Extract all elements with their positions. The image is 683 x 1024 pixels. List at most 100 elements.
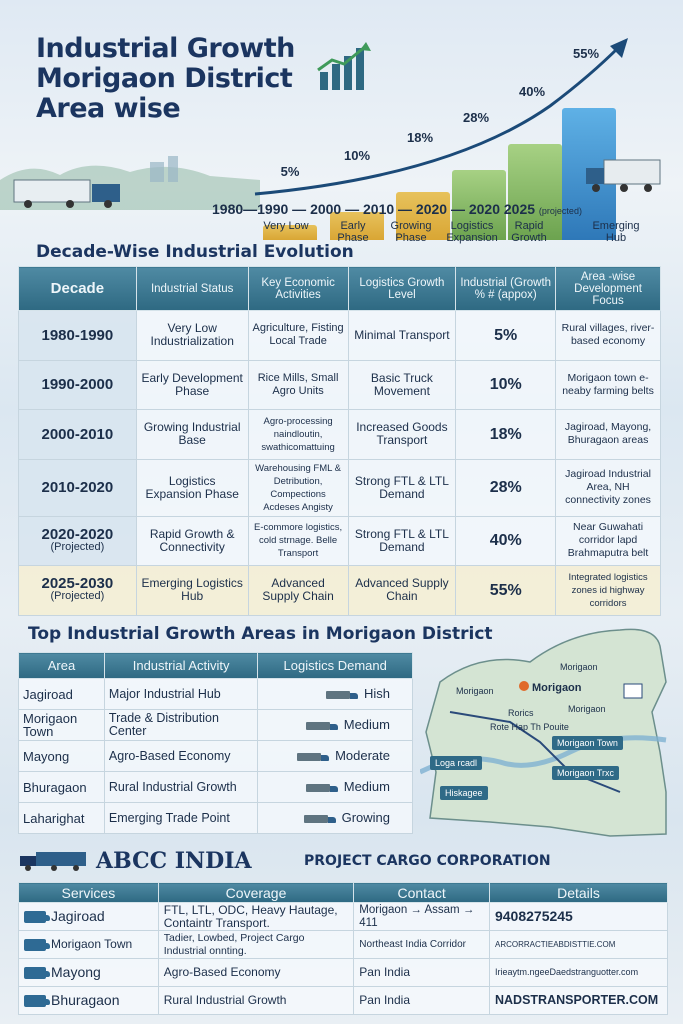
timeline-phase: Early Phase (337, 220, 369, 244)
column-header: Industrial Status (135, 266, 249, 311)
cargo-truck-icon (586, 159, 661, 192)
table-row: 2020-2020 (Projected) Rapid Growth & Conn… (18, 515, 661, 566)
service-cell: Jagiroad (18, 902, 159, 931)
demand-cell: Growing (257, 802, 413, 834)
column-header: Details (488, 882, 669, 903)
details-cell[interactable]: NADSTRANSPORTER.COM (488, 986, 669, 1015)
demand-cell: Medium (257, 709, 413, 741)
area-cell: Mayong (18, 740, 105, 772)
truck-icon (24, 995, 50, 1008)
decade-cell: 2010-2020 (18, 458, 137, 517)
demand-cell: Moderate (257, 740, 413, 772)
demand-cell: Medium (257, 771, 413, 803)
hero-bar (396, 192, 450, 240)
map-label: Rote Hap Th Pouite (490, 722, 569, 732)
area-cell: Jagiroad (18, 678, 105, 710)
growth-cell: 55% (455, 565, 557, 616)
map-tag: Loga rcadl (430, 756, 483, 770)
truck-icon (297, 752, 331, 763)
column-header: Decade (18, 266, 137, 311)
page-title: Industrial Growth Morigaon District Area… (36, 33, 295, 124)
areas-table: Area Industrial Activity Logistics Deman… (18, 652, 413, 834)
hero-bar-label: 5% (280, 164, 300, 179)
service-cell: Mayong (18, 958, 159, 987)
map-tag: Morigaon Town (552, 736, 623, 750)
focus-cell: Morigaon town e-neaby farming belts (555, 359, 661, 410)
brand-truck-icon (20, 852, 86, 871)
logistics-cell: Increased Goods Transport (347, 409, 457, 460)
column-header: Coverage (157, 882, 355, 903)
timeline-phase: Very Low (263, 220, 309, 232)
focus-cell: Jagiroad Industrial Area, NH connectivit… (555, 458, 661, 517)
table-row: 1990-2000 Early Development Phase Rice M… (18, 359, 661, 410)
decade-cell: 2025-2030 (Projected) (18, 565, 137, 616)
details-cell[interactable]: ARCORRACTIEABDISTTIE.COM (488, 930, 669, 959)
status-cell: Logistics Expansion Phase (135, 458, 249, 517)
hero-bar (452, 170, 506, 240)
table-row: 2025-2030 (Projected) Emerging Logistics … (18, 565, 661, 616)
brand-bar: ABCC INDIA PROJECT CARGO CORPORATION (18, 848, 668, 874)
details-cell[interactable]: Irieaytm.ngeeDaedstranguotter.com (488, 958, 669, 987)
activity-cell: Emerging Trade Point (103, 802, 259, 834)
table-header-row: Services Coverage Contact Details (18, 882, 669, 903)
hero-bar-label: 18% (406, 130, 434, 145)
demand-cell: Hish (257, 678, 413, 710)
city-skyline-illustration (0, 156, 260, 210)
decade-table: Decade Industrial Status Key Economic Ac… (18, 266, 661, 616)
activities-cell: Agriculture, Fisting Local Trade (247, 310, 349, 361)
timeline-phase: Rapid Growth (511, 220, 547, 244)
contact-cell: Pan India (353, 958, 490, 987)
map-tag: Hiskagee (440, 786, 488, 800)
logistics-cell: Strong FTL & LTL Demand (347, 515, 457, 566)
growth-cell: 10% (455, 359, 557, 410)
areas-section-title: Top Industrial Growth Areas in Morigaon … (28, 624, 493, 644)
table-row: Jagiroad Major Industrial Hub Hish (18, 678, 413, 710)
focus-cell: Integrated logistics zones id highway co… (555, 565, 661, 616)
table-header-row: Area Industrial Activity Logistics Deman… (18, 652, 413, 679)
column-header: Area -wise Development Focus (555, 266, 661, 311)
column-header: Area (18, 652, 105, 679)
logistics-cell: Minimal Transport (347, 310, 457, 361)
focus-cell: Jagiroad, Mayong, Bhuragaon areas (555, 409, 661, 460)
hero-bar (330, 212, 384, 240)
focus-cell: Near Guwahati corridor lapd Brahmaputra … (555, 515, 661, 566)
table-row: 2010-2020 Logistics Expansion Phase Ware… (18, 458, 661, 517)
map-label: Morigaon (560, 662, 598, 672)
status-cell: Very Low Industrialization (135, 310, 249, 361)
area-cell: Morigaon Town (18, 709, 105, 741)
contact-cell: Pan India (353, 986, 490, 1015)
decade-section-title: Decade-Wise Industrial Evolution (36, 242, 354, 262)
timeline-phase: Growing Phase (390, 220, 432, 244)
map-label: Rorics (508, 708, 534, 718)
table-row: Bhuragaon Rural Industrial Growth Medium (18, 771, 413, 803)
growth-arrow-icon (254, 38, 628, 196)
details-cell[interactable]: 9408275245 (488, 902, 669, 931)
truck-icon (24, 911, 50, 924)
status-cell: Growing Industrial Base (135, 409, 249, 460)
table-row: Bhuragaon Rural Industrial Growth Pan In… (18, 986, 669, 1015)
column-header: Industrial (Growth % # (appox) (455, 266, 557, 311)
growth-cell: 5% (455, 310, 557, 361)
logistics-cell: Advanced Supply Chain (347, 565, 457, 616)
column-header: Industrial Activity (103, 652, 259, 679)
activity-cell: Trade & Distribution Center (103, 709, 259, 741)
activity-cell: Rural Industrial Growth (103, 771, 259, 803)
services-table: Services Coverage Contact Details Jagiro… (18, 882, 669, 1015)
area-cell: Laharighat (18, 802, 105, 834)
hero-bar-label: 28% (462, 110, 490, 125)
status-cell: Emerging Logistics Hub (135, 565, 249, 616)
table-row: Laharighat Emerging Trade Point Growing (18, 802, 413, 834)
activities-cell: E-commore logistics, cold strnage. Belle… (247, 515, 349, 566)
timeline-phase: Emerging Hub (592, 220, 640, 244)
truck-icon (305, 783, 340, 794)
growth-cell: 40% (455, 515, 557, 566)
decade-cell: 1990-2000 (18, 359, 137, 410)
column-header: Logistics Demand (257, 652, 413, 679)
activity-cell: Agro-Based Economy (103, 740, 259, 772)
table-header-row: Decade Industrial Status Key Economic Ac… (18, 266, 661, 311)
logistics-cell: Strong FTL & LTL Demand (347, 458, 457, 517)
area-cell: Bhuragaon (18, 771, 105, 803)
timeline-axis: 1980—1990 — 2000 — 2010 — 2020 — 2020 20… (212, 201, 582, 217)
decade-cell: 2020-2020 (Projected) (18, 515, 137, 566)
coverage-cell: Rural Industrial Growth (157, 986, 355, 1015)
